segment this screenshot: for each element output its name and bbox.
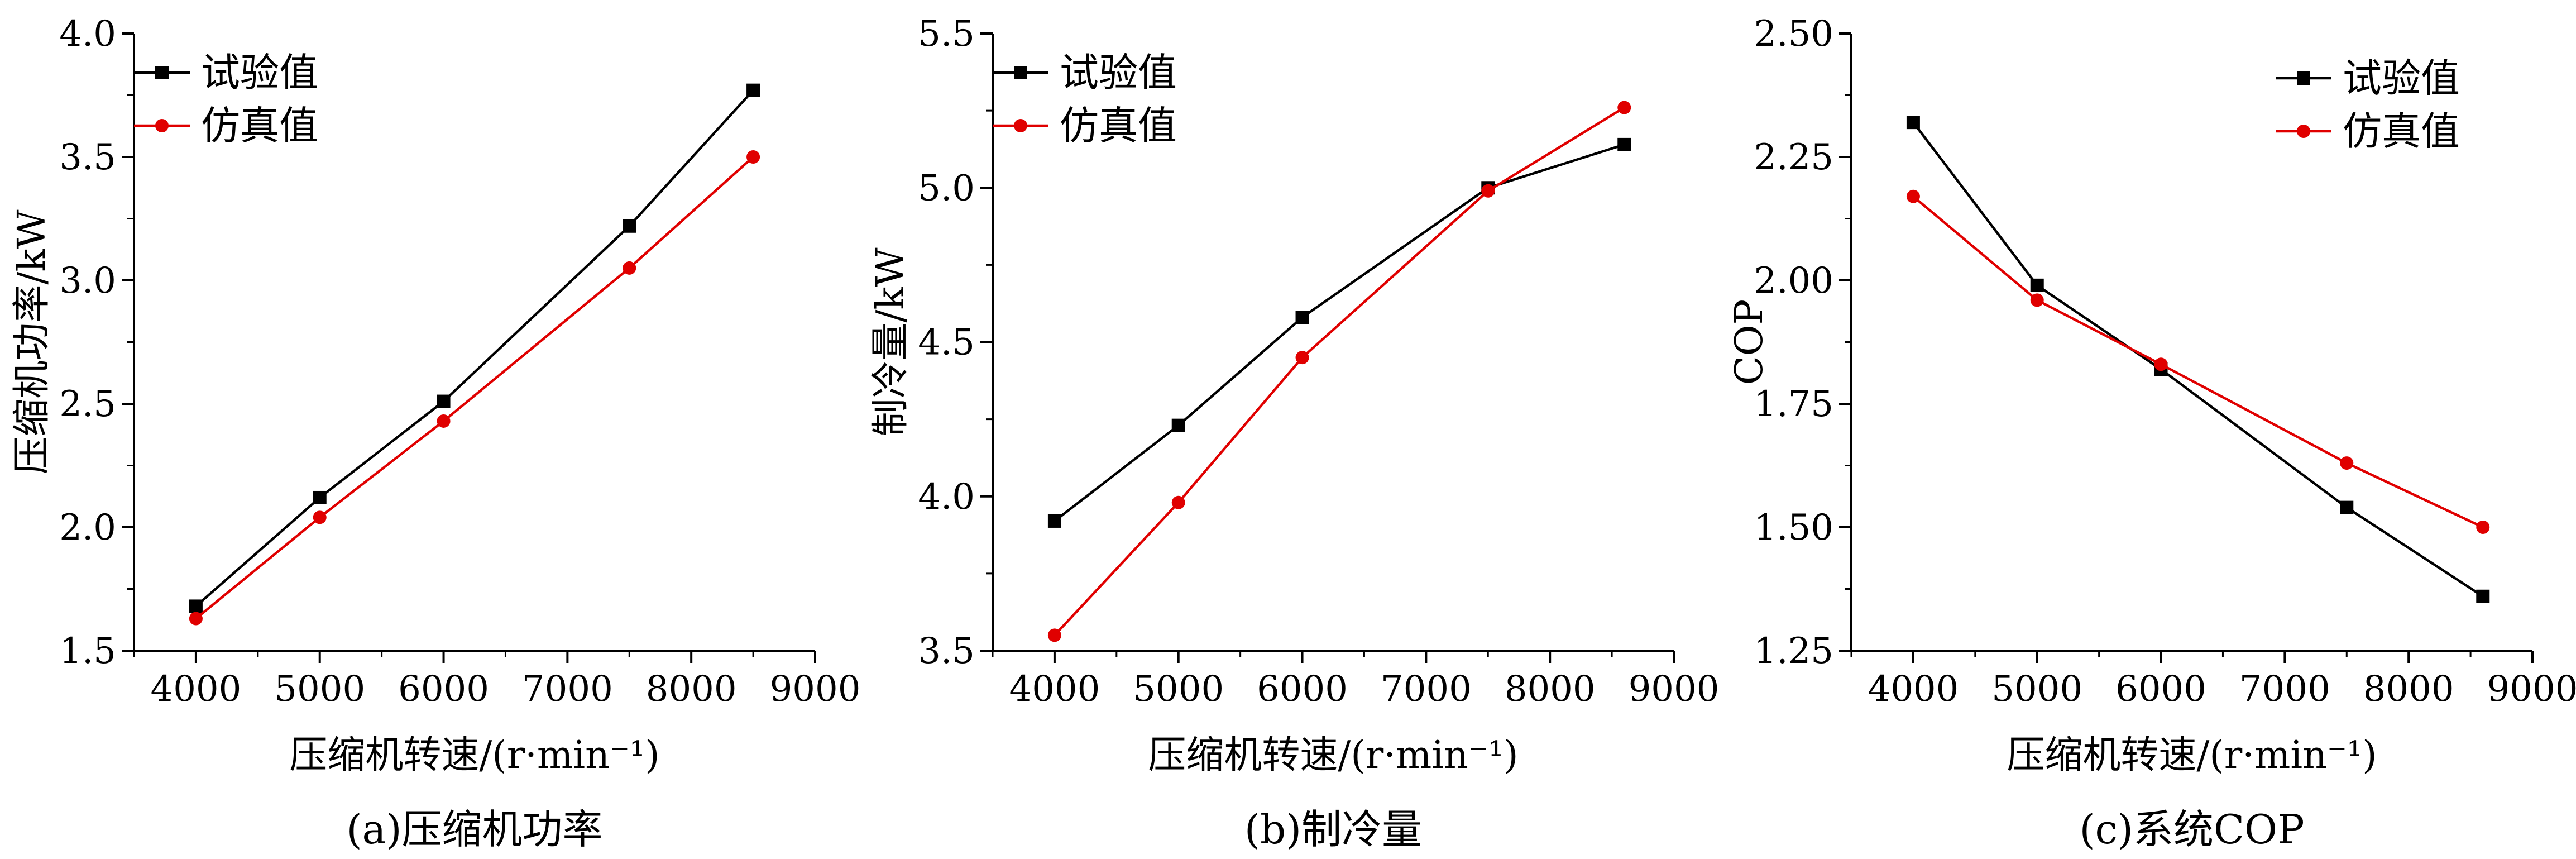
data-point-sim [2030, 293, 2044, 307]
chart-panel-a: 4000 5000 6000 7000 8000 9000 1.5 2.0 2.5 3.0 3.5 4… [0, 0, 859, 859]
chart-c: 4000 5000 6000 7000 8000 9000 1.25 1.50 1.75 2.00… [1727, 13, 2576, 853]
legend-label: 仿真值 [1060, 103, 1177, 149]
y-tick-label: 4.5 [918, 322, 975, 364]
y-axis-label: 制冷量/kW [869, 247, 913, 436]
x-tick-label: 4000 [150, 669, 241, 710]
data-point-sim [313, 510, 327, 524]
chart-a: 4000 5000 6000 7000 8000 9000 1.5 2.0 2.5 3.0 3.5 4… [10, 13, 859, 853]
chart-panel-b: 4000 5000 6000 7000 8000 9000 3.5 4.0 4.5 5.0 5.5 压… [859, 0, 1717, 859]
y-tick-label: 2.25 [1754, 137, 1834, 178]
legend-label: 试验值 [2343, 55, 2460, 101]
data-point-test [437, 394, 451, 408]
data-point-sim [2340, 456, 2354, 470]
data-point-sim [1617, 101, 1631, 114]
series-line-test [1912, 121, 2484, 598]
x-tick-label: 9000 [770, 669, 859, 710]
legend-label: 仿真值 [201, 103, 318, 149]
legend-label: 试验值 [201, 50, 318, 96]
legend-marker [1014, 66, 1027, 79]
data-point-test [2340, 500, 2354, 514]
x-tick-label: 5000 [1133, 669, 1224, 710]
y-tick-label: 2.0 [59, 507, 116, 548]
data-point-sim [2154, 357, 2168, 371]
y-tick-label: 4.0 [918, 476, 975, 518]
series-line-test [1054, 143, 1625, 522]
legend-marker [155, 119, 169, 132]
x-tick-label: 6000 [1257, 669, 1348, 710]
data-point-sim [1906, 189, 1920, 203]
data-point-test [1295, 311, 1309, 324]
x-tick-label: 6000 [2115, 669, 2206, 710]
x-tick-label: 8000 [2363, 669, 2454, 710]
y-tick-label: 4.0 [59, 13, 116, 55]
data-point-test [2030, 278, 2044, 292]
chart-caption: (c)系统COP [2079, 806, 2304, 853]
series-line-sim [195, 156, 754, 620]
y-tick-label: 2.5 [59, 384, 116, 425]
chart-caption: (a)压缩机功率 [346, 806, 602, 853]
data-point-sim [1481, 184, 1495, 198]
legend-label: 试验值 [1060, 50, 1177, 96]
data-point-sim [1171, 495, 1185, 509]
data-point-test [189, 599, 203, 613]
x-tick-label: 8000 [1505, 669, 1596, 710]
data-point-test [2476, 589, 2490, 603]
x-tick-label: 7000 [522, 669, 613, 710]
data-point-test [1617, 137, 1631, 151]
x-tick-label: 9000 [2487, 669, 2576, 710]
x-tick-label: 8000 [646, 669, 737, 710]
legend-marker [1014, 119, 1027, 132]
y-axis-label: COP [1727, 299, 1771, 385]
data-point-sim [746, 150, 760, 164]
y-tick-label: 1.50 [1754, 507, 1834, 548]
y-tick-label: 5.0 [918, 168, 975, 209]
data-point-sim [2476, 521, 2490, 534]
x-tick-label: 9000 [1629, 669, 1717, 710]
y-axis-label: 压缩机功率/kW [10, 209, 54, 474]
chart-caption: (b)制冷量 [1244, 806, 1422, 853]
data-point-test [313, 490, 327, 504]
legend-marker [155, 66, 169, 79]
y-tick-label: 1.5 [59, 631, 116, 672]
y-tick-label: 2.00 [1754, 260, 1834, 302]
legend-marker [2297, 125, 2310, 138]
y-tick-label: 1.25 [1754, 631, 1834, 672]
data-point-test [746, 83, 760, 97]
x-tick-label: 6000 [398, 669, 489, 710]
data-point-sim [189, 612, 203, 626]
data-point-sim [1047, 628, 1061, 642]
legend-label: 仿真值 [2343, 108, 2460, 154]
y-tick-label: 3.5 [918, 631, 975, 672]
data-point-sim [1295, 351, 1309, 365]
x-axis-label: 压缩机转速/(r·min⁻¹) [1148, 733, 1518, 777]
legend-marker [2297, 71, 2310, 85]
chart-b: 4000 5000 6000 7000 8000 9000 3.5 4.0 4.5 5.0 5.5 压… [869, 13, 1717, 853]
x-tick-label: 7000 [1381, 669, 1472, 710]
series-line-sim [1912, 195, 2484, 529]
y-tick-label: 3.5 [59, 137, 116, 178]
data-point-test [1171, 418, 1185, 432]
data-point-sim [437, 414, 451, 428]
y-tick-label: 3.0 [59, 260, 116, 302]
series-line-sim [1054, 106, 1625, 636]
data-point-test [1906, 116, 1920, 130]
data-point-sim [623, 261, 636, 275]
x-tick-label: 7000 [2239, 669, 2330, 710]
x-axis-label: 压缩机转速/(r·min⁻¹) [289, 733, 659, 777]
series-line-test [195, 89, 754, 608]
y-tick-label: 5.5 [918, 13, 975, 55]
x-tick-label: 4000 [1868, 669, 1959, 710]
x-tick-label: 5000 [274, 669, 365, 710]
x-tick-label: 5000 [1991, 669, 2082, 710]
x-tick-label: 4000 [1009, 669, 1100, 710]
data-point-test [623, 219, 636, 233]
y-tick-label: 2.50 [1754, 13, 1834, 55]
chart-panel-c: 4000 5000 6000 7000 8000 9000 1.25 1.50 1.75 2.00… [1717, 0, 2576, 859]
data-point-test [1047, 514, 1061, 528]
x-axis-label: 压缩机转速/(r·min⁻¹) [2007, 733, 2377, 777]
y-tick-label: 1.75 [1754, 384, 1834, 425]
